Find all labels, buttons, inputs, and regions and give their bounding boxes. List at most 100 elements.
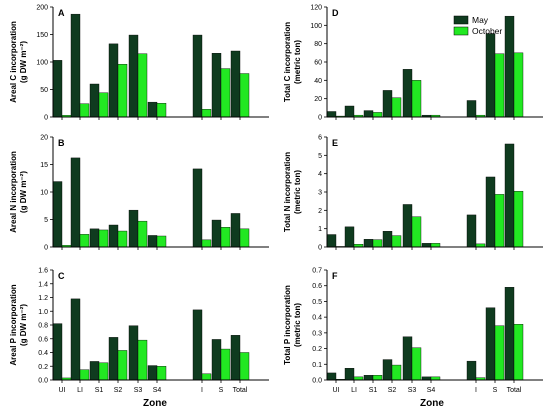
bar-a-may-s1 bbox=[89, 83, 100, 118]
bar-f-may-s1 bbox=[363, 375, 374, 381]
panel-b: 0 5 10 15 20 B Areal N incorporation(g DW m⁻²) bbox=[9, 135, 269, 252]
bar-d-october-s bbox=[494, 53, 505, 118]
x-tick-label: I bbox=[475, 387, 477, 394]
bar-a-may-i bbox=[192, 34, 203, 118]
bar-a-october-s3 bbox=[137, 53, 148, 118]
y-tick-label: 40 bbox=[314, 78, 322, 85]
bar-a-may-s3 bbox=[128, 34, 139, 118]
y-tick-label: 100 bbox=[310, 23, 322, 30]
y-tick-label: 5 bbox=[44, 217, 48, 224]
y-tick-label: 0.0 bbox=[38, 378, 48, 385]
bar-d-may-i bbox=[466, 100, 477, 118]
x-tick-label: S1 bbox=[95, 387, 104, 394]
y-tick-label: 3 bbox=[318, 190, 322, 197]
bar-e-october-s3 bbox=[411, 216, 422, 248]
x-tick-label: S1 bbox=[369, 387, 378, 394]
legend: May October bbox=[453, 15, 502, 36]
bar-a-may-s2 bbox=[108, 43, 119, 118]
panel-d: 0 20 40 60 80 100 120 D Total C incorporation(me… bbox=[283, 5, 543, 122]
bar-c-may-s bbox=[211, 339, 222, 381]
y-axis-label: Total P incorporation(metric ton) bbox=[283, 285, 302, 365]
y-tick-label: 0 bbox=[44, 245, 48, 252]
y-tick-label: 1.2 bbox=[38, 295, 48, 302]
x-tick-label: Total bbox=[507, 387, 522, 394]
x-tick-label: UI bbox=[59, 387, 66, 394]
bar-b-may-ui bbox=[52, 181, 63, 248]
panel-label: E bbox=[332, 138, 338, 148]
y-tick-label: 0.4 bbox=[38, 350, 48, 357]
bar-e-may-s1 bbox=[363, 239, 374, 248]
bar-b-october-li bbox=[79, 234, 90, 248]
y-tick-label: 60 bbox=[314, 60, 322, 67]
legend-label-may: May bbox=[472, 15, 489, 25]
y-axis-label-line: Areal P incorporation bbox=[9, 284, 18, 365]
y-tick-label: 150 bbox=[36, 32, 48, 39]
x-tick-label: S bbox=[493, 387, 498, 394]
x-tick-label: S3 bbox=[134, 387, 143, 394]
bar-c-october-total bbox=[239, 352, 250, 381]
bar-c-may-li bbox=[70, 298, 81, 381]
y-axis-label-line: Total C incorporation bbox=[283, 22, 292, 102]
bar-d-october-total bbox=[513, 52, 524, 118]
y-axis-label: Areal C incorporation(g DW m⁻²) bbox=[9, 21, 28, 103]
bar-e-may-total bbox=[504, 143, 515, 248]
bar-f-october-total bbox=[513, 324, 524, 381]
y-tick-label: 15 bbox=[40, 162, 48, 169]
y-tick-label: 1.4 bbox=[38, 281, 48, 288]
bar-e-october-s2 bbox=[391, 235, 402, 248]
bar-a-october-s2 bbox=[117, 63, 128, 118]
bar-f-october-s2 bbox=[391, 364, 402, 381]
panel-c: 0.0 0.2 0.4 0.6 0.8 1.0 1.2 1.4 1.6 UI LI S1 S2 S3 S4 I… bbox=[9, 268, 269, 394]
bar-e-october-total bbox=[513, 191, 524, 248]
bar-a-october-li bbox=[79, 103, 90, 118]
y-axis-label: Areal P incorporation(g DW m⁻²) bbox=[9, 284, 28, 365]
bar-a-may-ui bbox=[52, 60, 63, 118]
y-axis-label: Areal N incorporation(g DW m⁻²) bbox=[9, 151, 28, 233]
bar-b-october-total bbox=[239, 228, 250, 248]
bar-e-may-s2 bbox=[382, 231, 393, 248]
y-axis-label-line: Areal C incorporation bbox=[9, 21, 18, 103]
bar-f-may-total bbox=[504, 287, 515, 381]
bar-d-may-s3 bbox=[402, 69, 413, 118]
y-tick-label: 6 bbox=[318, 135, 322, 142]
bar-a-october-total bbox=[239, 73, 250, 118]
y-tick-label: 0 bbox=[44, 115, 48, 122]
bar-c-october-s1 bbox=[98, 362, 109, 381]
bar-a-october-s4 bbox=[156, 103, 167, 118]
y-tick-label: 0.3 bbox=[312, 330, 322, 337]
bar-d-may-s bbox=[485, 33, 496, 118]
x-tick-label: UI bbox=[333, 387, 340, 394]
y-tick-label: 100 bbox=[36, 60, 48, 67]
bar-b-may-li bbox=[70, 157, 81, 248]
bar-d-october-s2 bbox=[391, 97, 402, 118]
x-tick-label: S2 bbox=[114, 387, 123, 394]
panel-a: 0 50 100 150 200 A Areal C incorporation(g DW … bbox=[9, 5, 269, 122]
y-axis-label-line: Total N incorporation bbox=[283, 152, 292, 232]
x-tick-label: S3 bbox=[408, 387, 417, 394]
bar-d-may-li bbox=[344, 105, 355, 118]
panel-label: F bbox=[332, 271, 338, 281]
bar-e-may-i bbox=[466, 214, 477, 248]
legend-label-october: October bbox=[472, 26, 502, 36]
x-tick-label: S4 bbox=[153, 387, 162, 394]
legend-swatch-october bbox=[453, 26, 469, 36]
x-tick-label: Total bbox=[233, 387, 248, 394]
y-axis-label-line: (g DW m⁻²) bbox=[19, 171, 28, 213]
y-axis-label-line: (metric ton) bbox=[293, 303, 302, 347]
x-tick-label: S bbox=[219, 387, 224, 394]
bar-b-may-s4 bbox=[147, 235, 158, 248]
bar-e-may-s bbox=[485, 176, 496, 248]
panel-f: 0.0 0.1 0.2 0.3 0.4 0.5 0.6 0.7 UI LI S1 S2 S3 S4 I S To… bbox=[283, 268, 543, 394]
y-axis-label: Total C incorporation(metric ton) bbox=[283, 22, 302, 102]
bar-f-october-s bbox=[494, 325, 505, 381]
bar-b-may-i bbox=[192, 168, 203, 248]
y-tick-label: 0.6 bbox=[38, 336, 48, 343]
x-tick-label: S4 bbox=[427, 387, 436, 394]
bar-c-may-s1 bbox=[89, 361, 100, 381]
y-tick-label: 5 bbox=[318, 153, 322, 160]
y-tick-label: 0.2 bbox=[312, 346, 322, 353]
panel-label: A bbox=[58, 8, 65, 18]
panel-label: D bbox=[332, 8, 339, 18]
bar-c-may-total bbox=[230, 335, 241, 381]
y-axis-label-line: (g DW m⁻²) bbox=[19, 304, 28, 346]
